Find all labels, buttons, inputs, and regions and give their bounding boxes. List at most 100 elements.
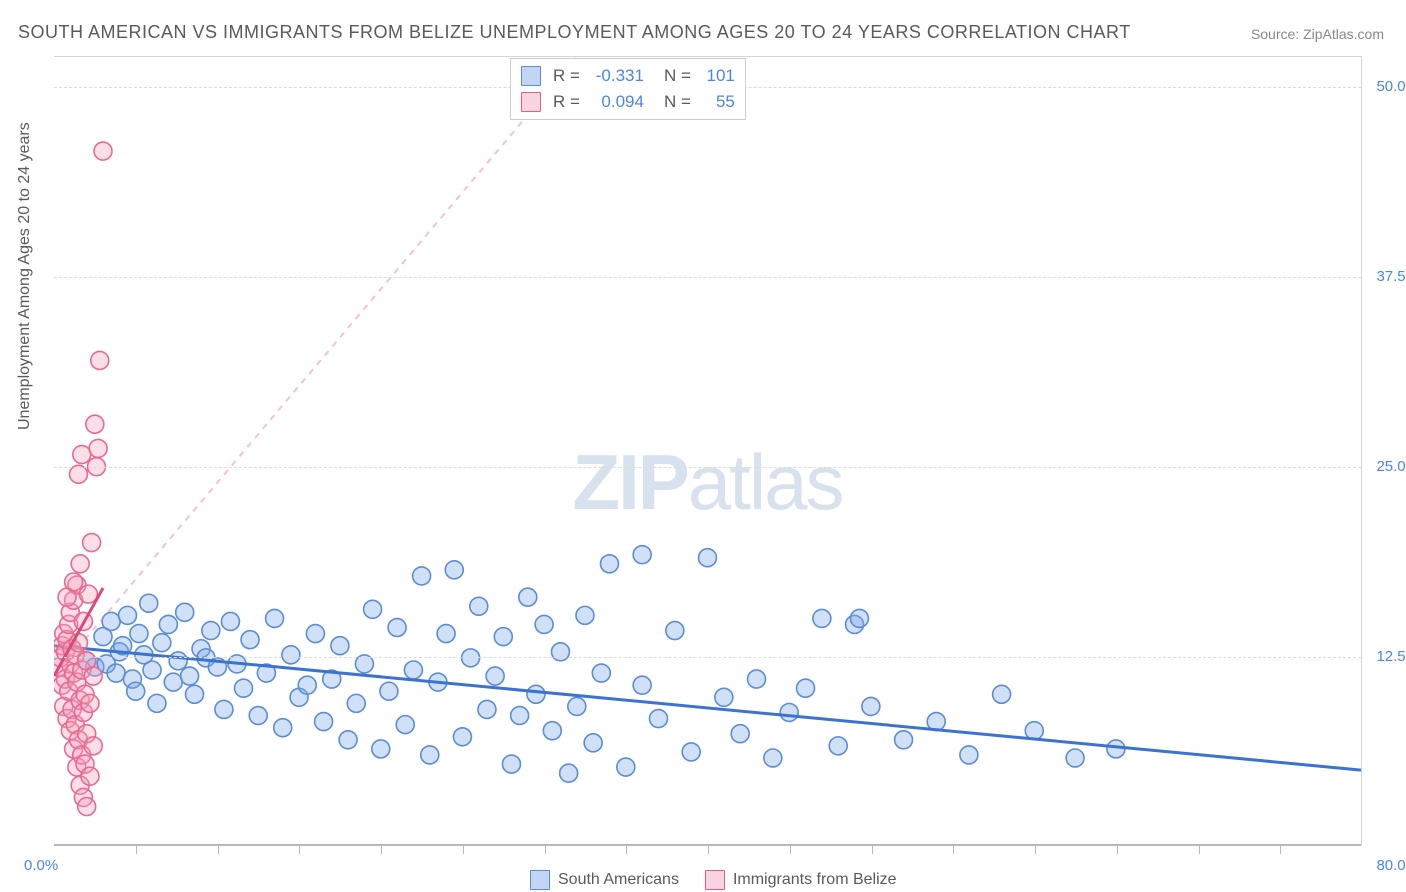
data-point	[380, 682, 398, 700]
data-point	[84, 737, 102, 755]
x-tick	[1117, 846, 1118, 854]
x-tick	[1035, 846, 1036, 854]
y-tick-label: 25.0%	[1369, 458, 1406, 475]
data-point	[71, 555, 89, 573]
data-point	[649, 710, 667, 728]
series-legend: South Americans Immigrants from Belize	[530, 870, 897, 890]
data-point	[388, 619, 406, 637]
x-tick	[545, 846, 546, 854]
data-point	[584, 734, 602, 752]
data-point	[535, 615, 553, 633]
chart-area: ZIPatlas 0.0% 80.0% 12.5%25.0%37.5%50.0%	[54, 56, 1362, 846]
data-point	[421, 746, 439, 764]
data-point	[502, 755, 520, 773]
n-value: 101	[697, 63, 735, 89]
y-axis-label: Unemployment Among Ages 20 to 24 years	[16, 122, 34, 430]
data-point	[527, 685, 545, 703]
data-point	[339, 731, 357, 749]
r-value: 0.094	[586, 89, 644, 115]
data-point	[274, 719, 292, 737]
data-point	[862, 697, 880, 715]
r-value: -0.331	[586, 63, 644, 89]
data-point	[895, 731, 913, 749]
legend-swatch	[521, 92, 541, 112]
data-point	[413, 567, 431, 585]
x-tick	[790, 846, 791, 854]
grid-line	[54, 467, 1361, 468]
data-point	[130, 625, 148, 643]
trend-line	[54, 646, 1361, 770]
data-point	[202, 622, 220, 640]
legend-item: South Americans	[530, 870, 679, 890]
data-point	[89, 439, 107, 457]
data-point	[600, 555, 618, 573]
data-point	[699, 549, 717, 567]
data-point	[81, 694, 99, 712]
data-point	[592, 664, 610, 682]
data-point	[81, 767, 99, 785]
data-point	[486, 667, 504, 685]
data-point	[372, 740, 390, 758]
y-tick-label: 37.5%	[1369, 268, 1406, 285]
data-point	[364, 600, 382, 618]
n-label: N =	[664, 63, 691, 89]
grid-line	[54, 277, 1361, 278]
data-point	[94, 142, 112, 160]
correlation-row: R =-0.331 N =101	[521, 63, 735, 89]
data-point	[780, 703, 798, 721]
legend-swatch	[530, 870, 550, 890]
data-point	[119, 606, 137, 624]
data-point	[235, 679, 253, 697]
data-point	[666, 622, 684, 640]
x-tick	[218, 846, 219, 854]
data-point	[560, 764, 578, 782]
data-point	[86, 415, 104, 433]
y-tick-label: 50.0%	[1369, 78, 1406, 95]
data-point	[186, 685, 204, 703]
data-point	[1066, 749, 1084, 767]
data-point	[715, 688, 733, 706]
data-point	[249, 707, 267, 725]
grid-line	[54, 657, 1361, 658]
data-point	[153, 634, 171, 652]
data-point	[797, 679, 815, 697]
legend-swatch	[521, 66, 541, 86]
data-point	[617, 758, 635, 776]
correlation-row: R =0.094N =55	[521, 89, 735, 115]
data-point	[494, 628, 512, 646]
scatter-plot	[54, 57, 1361, 846]
legend-swatch	[705, 870, 725, 890]
data-point	[960, 746, 978, 764]
x-max-label: 80.0%	[1376, 857, 1406, 874]
x-tick	[1280, 846, 1281, 854]
data-point	[437, 625, 455, 643]
data-point	[83, 534, 101, 552]
source-label: Source: ZipAtlas.com	[1251, 26, 1384, 42]
correlation-legend: R =-0.331 N =101R =0.094N =55	[510, 58, 746, 120]
data-point	[282, 646, 300, 664]
x-tick	[136, 846, 137, 854]
trend-line-extension	[54, 57, 577, 676]
data-point	[568, 697, 586, 715]
x-tick	[381, 846, 382, 854]
x-min-label: 0.0%	[24, 857, 58, 874]
data-point	[331, 637, 349, 655]
data-point	[241, 631, 259, 649]
data-point	[731, 725, 749, 743]
data-point	[470, 597, 488, 615]
data-point	[176, 603, 194, 621]
x-tick	[299, 846, 300, 854]
data-point	[148, 694, 166, 712]
data-point	[215, 700, 233, 718]
r-label: R =	[553, 63, 580, 89]
data-point	[576, 606, 594, 624]
data-point	[633, 546, 651, 564]
data-point	[850, 609, 868, 627]
data-point	[748, 670, 766, 688]
data-point	[347, 694, 365, 712]
data-point	[65, 573, 83, 591]
data-point	[682, 743, 700, 761]
legend-item: Immigrants from Belize	[705, 870, 897, 890]
data-point	[445, 561, 463, 579]
data-point	[127, 682, 145, 700]
